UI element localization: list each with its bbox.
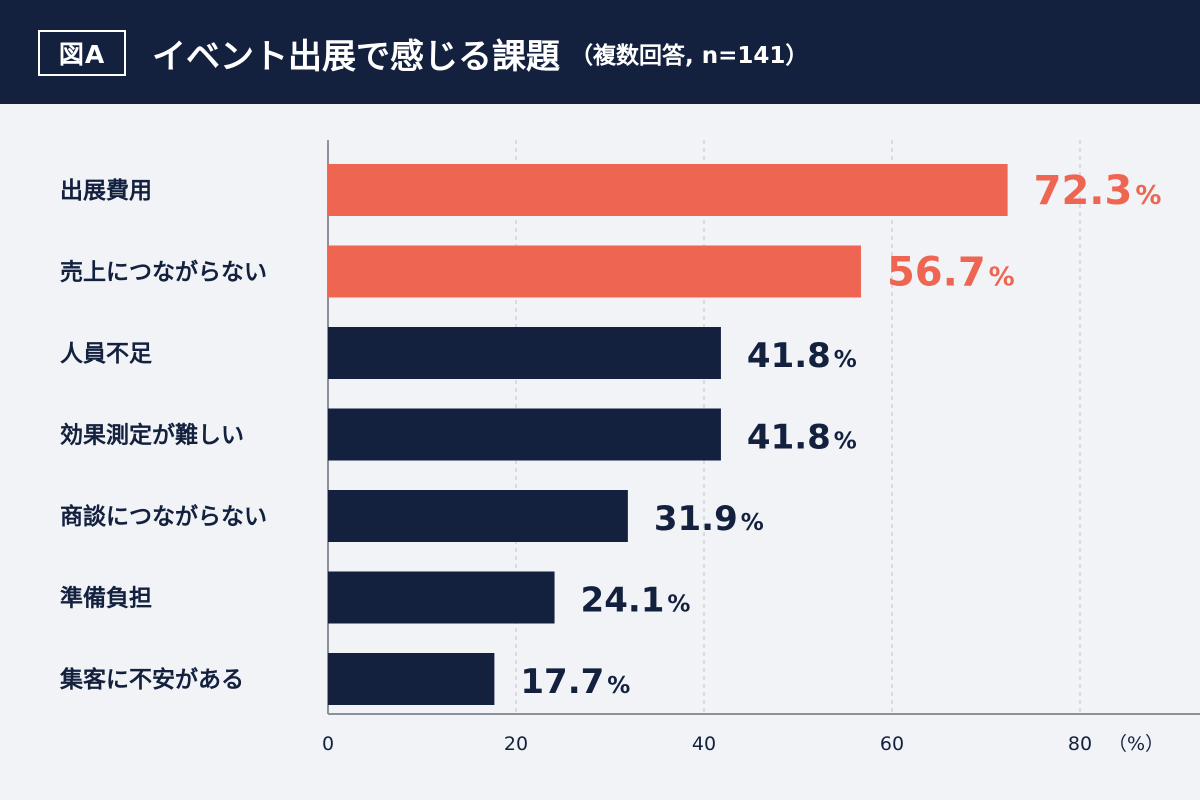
header-bar: 図A イベント出展で感じる課題 （複数回答, n=141） bbox=[0, 0, 1200, 104]
figure-label: 図A bbox=[38, 30, 126, 76]
chart-title-text: イベント出展で感じる課題 bbox=[152, 36, 560, 77]
category-label-3: 効果測定が難しい bbox=[60, 422, 244, 449]
category-label-5: 準備負担 bbox=[60, 585, 152, 612]
category-label-0: 出展費用 bbox=[60, 178, 152, 204]
value-label-1: 56.7% bbox=[887, 250, 1015, 296]
category-label-2: 人員不足 bbox=[60, 341, 152, 367]
bar-4 bbox=[328, 490, 628, 542]
category-label-4: 商談につながらない bbox=[60, 503, 267, 530]
x-tick-label-2: 40 bbox=[692, 733, 716, 755]
bar-0 bbox=[328, 164, 1008, 216]
value-label-4: 31.9% bbox=[654, 499, 764, 539]
bar-6 bbox=[328, 653, 495, 705]
bar-2 bbox=[328, 327, 721, 379]
bar-3 bbox=[328, 408, 721, 461]
value-label-0: 72.3% bbox=[1034, 168, 1162, 214]
x-tick-label-3: 60 bbox=[880, 733, 904, 755]
bar-1 bbox=[328, 245, 861, 298]
value-label-6: 17.7% bbox=[520, 662, 630, 702]
category-label-1: 売上につながらない bbox=[60, 259, 267, 286]
value-label-2: 41.8% bbox=[747, 336, 857, 376]
category-label-6: 集客に不安がある bbox=[59, 666, 244, 693]
chart-title: イベント出展で感じる課題 （複数回答, n=141） bbox=[152, 28, 808, 78]
value-label-5: 24.1% bbox=[581, 581, 691, 621]
x-tick-label-4: 80 bbox=[1068, 733, 1092, 755]
chart-subtitle: （複数回答, n=141） bbox=[570, 43, 809, 69]
x-tick-label-1: 20 bbox=[504, 733, 528, 755]
bar-5 bbox=[328, 571, 555, 624]
x-tick-label-0: 0 bbox=[322, 733, 334, 755]
x-axis-unit-label: （%） bbox=[1108, 733, 1164, 755]
value-label-3: 41.8% bbox=[747, 418, 857, 458]
